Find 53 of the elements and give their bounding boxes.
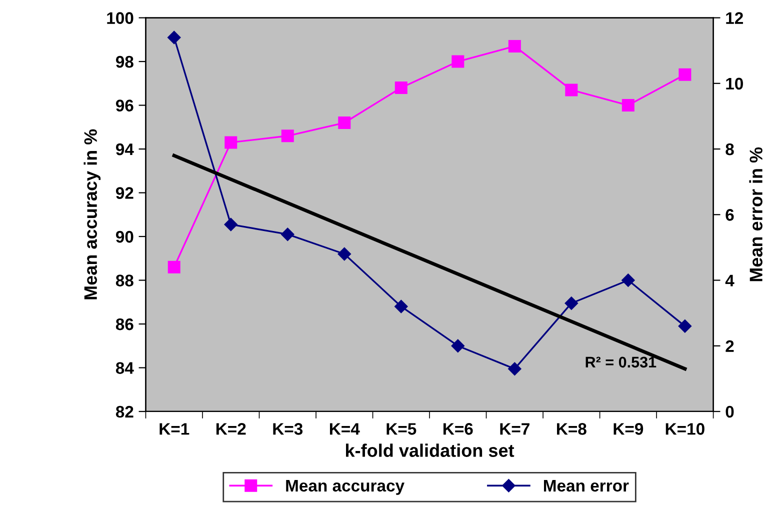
point (622, 274, 635, 287)
y-tick-label: 98 (116, 56, 134, 68)
x-tick-label: K=6 (443, 423, 473, 435)
point (564, 296, 578, 310)
y2-tick-label: 6 (726, 209, 734, 221)
point (678, 68, 692, 81)
y2-axis-title: Mean error in % (749, 147, 762, 282)
point (508, 40, 521, 52)
point (565, 84, 578, 96)
point (508, 362, 522, 376)
point (224, 218, 238, 232)
x-tick-label: K=4 (330, 423, 360, 435)
annotation: R² = 0.531 (586, 356, 656, 368)
y2-tick-label: 2 (726, 340, 734, 352)
y-tick-label: 92 (116, 187, 134, 199)
point (394, 300, 408, 314)
point (394, 82, 408, 94)
x-tick-label: K=3 (273, 423, 303, 435)
y2-tick-label: 12 (726, 12, 743, 24)
y-tick-label: 86 (116, 318, 134, 330)
y-axis-title: Mean accuracy in % (84, 129, 101, 300)
x-tick-label: K=10 (666, 423, 704, 435)
point (452, 55, 464, 68)
legend-label: Mean accuracy (286, 480, 404, 495)
point (338, 247, 351, 261)
y2-tick-label: 0 (726, 406, 734, 418)
x-tick-label: K=2 (216, 423, 246, 435)
y-tick-label: 96 (116, 100, 134, 112)
x-tick-label: K=1 (160, 423, 190, 435)
point (224, 136, 238, 149)
y-tick-label: 84 (116, 362, 134, 374)
point (338, 116, 351, 130)
point (281, 130, 294, 142)
point (168, 30, 181, 44)
y2-tick-label: 8 (726, 143, 734, 156)
legend-label: Mean error (544, 480, 629, 492)
point (281, 228, 294, 241)
y-tick-label: 82 (116, 406, 134, 418)
x-tick-label: K=9 (614, 423, 644, 435)
x-tick-label: K=7 (500, 423, 530, 435)
y2-tick-label: 4 (725, 274, 734, 286)
x-tick-label: K=5 (386, 423, 416, 435)
y2-tick-label: 10 (726, 78, 743, 90)
point (678, 320, 692, 333)
y-tick-label: 88 (116, 274, 134, 286)
point (168, 260, 180, 274)
x-tick-label: K=8 (557, 423, 586, 435)
point (622, 99, 634, 112)
y-tick-label: 90 (116, 230, 134, 243)
x-axis-title: k-fold validation set (346, 444, 514, 457)
y-tick-label: 100 (107, 12, 134, 24)
y-tick-label: 94 (116, 143, 134, 156)
point (451, 339, 464, 352)
